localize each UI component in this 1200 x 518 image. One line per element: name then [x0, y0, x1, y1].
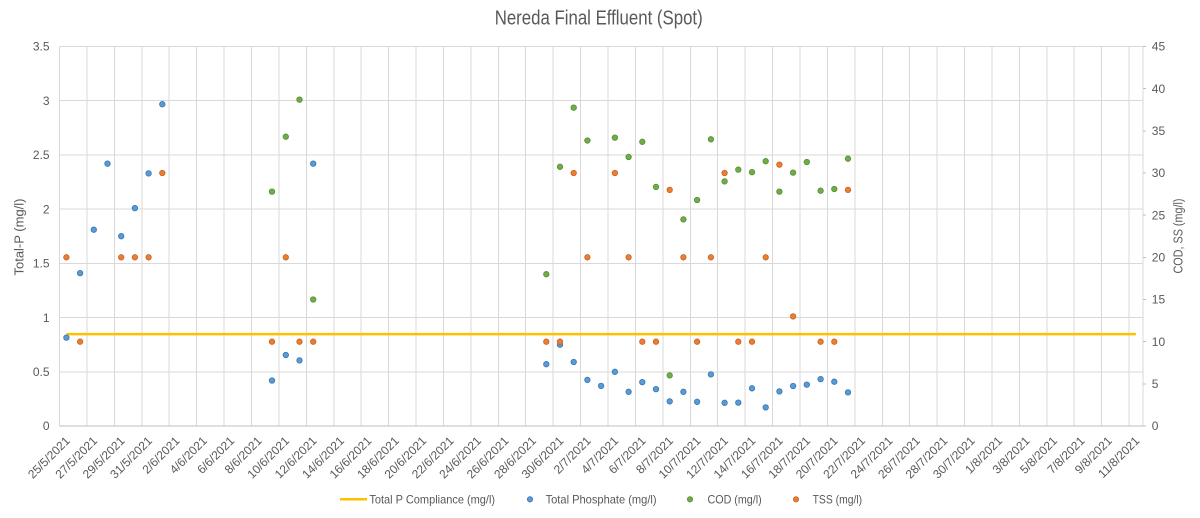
svg-text:3.5: 3.5: [33, 40, 50, 54]
svg-text:1: 1: [43, 311, 50, 325]
svg-text:15: 15: [1152, 293, 1166, 307]
svg-text:10: 10: [1152, 335, 1166, 349]
svg-text:COD, SS (mg/l): COD, SS (mg/l): [1171, 199, 1186, 274]
svg-text:Total P Compliance (mg/l): Total P Compliance (mg/l): [369, 492, 495, 506]
svg-text:COD (mg/l): COD (mg/l): [708, 492, 762, 506]
svg-text:30: 30: [1152, 166, 1166, 180]
svg-text:40: 40: [1152, 82, 1166, 96]
svg-text:25: 25: [1152, 208, 1166, 222]
svg-text:0: 0: [1152, 419, 1159, 433]
svg-text:0: 0: [43, 419, 50, 433]
svg-text:20: 20: [1152, 251, 1166, 265]
svg-text:Total-P (mg/l): Total-P (mg/l): [12, 199, 27, 276]
svg-text:1.5: 1.5: [33, 257, 50, 271]
svg-text:TSS (mg/l): TSS (mg/l): [813, 492, 863, 506]
svg-text:Total Phosphate (mg/l): Total Phosphate (mg/l): [546, 492, 657, 506]
svg-text:0.5: 0.5: [33, 365, 50, 379]
svg-text:35: 35: [1152, 124, 1166, 138]
svg-text:2.5: 2.5: [33, 148, 50, 162]
svg-text:2: 2: [43, 202, 50, 216]
svg-text:Nereda Final Effluent (Spot): Nereda Final Effluent (Spot): [495, 8, 703, 30]
svg-text:45: 45: [1152, 40, 1166, 54]
svg-text:5: 5: [1152, 377, 1159, 391]
svg-text:3: 3: [43, 94, 50, 108]
